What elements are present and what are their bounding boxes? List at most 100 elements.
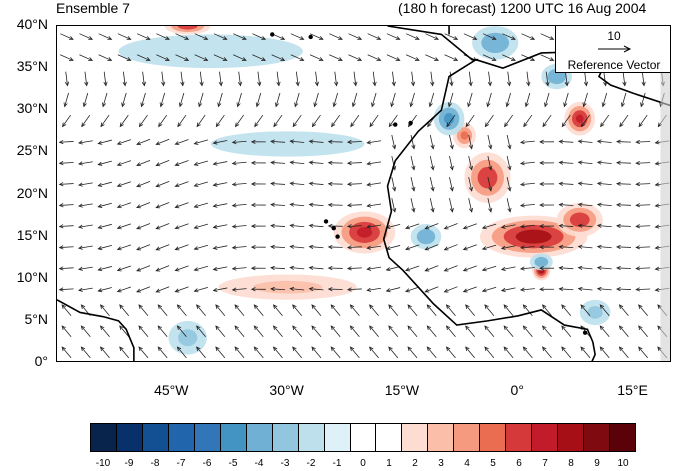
wind-vector bbox=[215, 346, 226, 359]
wind-vector bbox=[599, 304, 610, 316]
wind-vector-head bbox=[618, 304, 624, 309]
wind-vector bbox=[117, 33, 131, 40]
wind-vector bbox=[446, 304, 456, 316]
wind-vector-head bbox=[138, 346, 143, 352]
wind-vector-head bbox=[78, 287, 83, 292]
wind-vector bbox=[501, 266, 516, 270]
colorbar-label: 5 bbox=[490, 458, 496, 469]
wind-vector-head bbox=[468, 165, 474, 171]
wind-vector bbox=[61, 325, 72, 338]
wind-vector-head bbox=[539, 224, 544, 229]
wind-vector-head bbox=[141, 81, 147, 87]
wind-vector bbox=[444, 54, 458, 61]
wind-vector bbox=[309, 267, 324, 270]
wind-vector bbox=[292, 114, 302, 127]
wind-vector bbox=[367, 54, 381, 61]
wind-vector-head bbox=[430, 165, 435, 171]
wind-vector-head bbox=[486, 102, 491, 108]
wind-vector-head bbox=[467, 102, 472, 108]
wind-vector bbox=[123, 71, 126, 86]
wind-vector-head bbox=[250, 181, 256, 187]
wind-vector-head bbox=[217, 102, 222, 108]
wind-vector bbox=[157, 346, 168, 359]
wind-vector-head bbox=[196, 325, 201, 331]
wind-vector bbox=[309, 288, 324, 291]
wind-vector-head bbox=[411, 144, 416, 150]
wind-vector bbox=[117, 181, 132, 187]
wind-vector-head bbox=[311, 346, 316, 352]
wind-vector-head bbox=[193, 246, 199, 251]
wind-vector bbox=[121, 92, 127, 107]
wind-vector bbox=[391, 134, 396, 149]
wind-vector-head bbox=[138, 122, 144, 128]
wind-vector bbox=[602, 92, 608, 107]
wind-vector bbox=[444, 265, 458, 272]
wind-vector-head bbox=[292, 346, 297, 352]
wind-vector-head bbox=[103, 81, 108, 87]
colorbar-cell bbox=[350, 424, 377, 451]
wind-vector-head bbox=[241, 36, 247, 40]
wind-vector bbox=[252, 54, 266, 61]
wind-vector-head bbox=[155, 288, 161, 293]
wind-vector-head bbox=[392, 207, 397, 213]
wind-vector bbox=[367, 287, 382, 291]
wind-vector-head bbox=[411, 165, 416, 171]
wind-vector-head bbox=[465, 325, 470, 331]
colorbar-label: 7 bbox=[542, 458, 548, 469]
wind-vector-head bbox=[231, 287, 237, 292]
wind-vector-head bbox=[505, 102, 510, 108]
wind-vector-head bbox=[488, 207, 493, 213]
wind-vector bbox=[444, 286, 458, 293]
wind-vector bbox=[138, 325, 149, 338]
wind-vector-head bbox=[250, 202, 256, 208]
wind-vector-head bbox=[583, 81, 589, 87]
wind-vector bbox=[81, 325, 91, 338]
wind-vector bbox=[429, 177, 434, 191]
wind-vector bbox=[138, 304, 149, 316]
wind-vector-head bbox=[61, 325, 66, 331]
wind-vector bbox=[232, 140, 247, 143]
wind-vector bbox=[309, 140, 324, 143]
wind-vector-head bbox=[635, 266, 641, 271]
wind-vector bbox=[526, 71, 530, 86]
wind-vector-head bbox=[119, 122, 124, 128]
wind-vector-head bbox=[116, 141, 122, 145]
wind-vector-head bbox=[395, 57, 401, 61]
wind-vector-head bbox=[292, 325, 297, 331]
wind-vector-head bbox=[523, 122, 528, 128]
wind-vector bbox=[194, 160, 208, 166]
wind-vector bbox=[234, 304, 245, 316]
wind-vector-head bbox=[236, 102, 241, 108]
wind-vector bbox=[597, 182, 612, 185]
wind-vector bbox=[194, 223, 208, 229]
wind-vector-head bbox=[145, 57, 151, 61]
wind-vector-head bbox=[212, 266, 218, 271]
wind-vector bbox=[333, 92, 339, 107]
wind-vector-head bbox=[468, 207, 474, 213]
wind-vector-head bbox=[654, 245, 660, 250]
wind-vector-head bbox=[222, 36, 228, 40]
wind-vector-head bbox=[577, 202, 583, 207]
ensemble-label: Ensemble 7 bbox=[56, 0, 130, 16]
wind-vector bbox=[309, 33, 324, 40]
wind-vector-head bbox=[155, 183, 161, 188]
wind-vector bbox=[252, 33, 266, 40]
wind-vector-head bbox=[522, 304, 528, 309]
wind-vector bbox=[352, 92, 358, 107]
wind-vector bbox=[578, 288, 593, 291]
wind-vector-head bbox=[184, 36, 190, 40]
wind-vector bbox=[520, 225, 535, 228]
wind-vector bbox=[367, 182, 382, 186]
wind-vector bbox=[156, 244, 170, 251]
wind-vector bbox=[271, 183, 286, 185]
wind-vector-head bbox=[155, 204, 161, 209]
wind-vector-head bbox=[338, 57, 343, 61]
wind-vector bbox=[194, 181, 208, 187]
colorbar-label: 1 bbox=[386, 458, 392, 469]
wind-vector-head bbox=[371, 102, 376, 108]
wind-vector bbox=[449, 134, 453, 149]
wind-vector bbox=[507, 71, 510, 86]
wind-vector bbox=[271, 246, 286, 249]
wind-vector-head bbox=[289, 265, 295, 270]
wind-vector-head bbox=[99, 325, 105, 331]
